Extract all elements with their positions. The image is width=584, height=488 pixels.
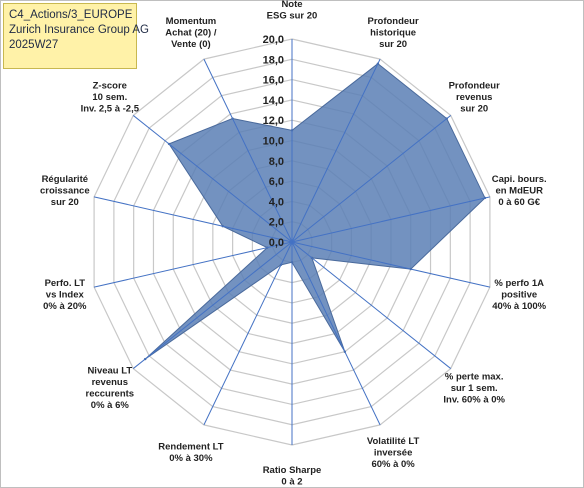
axis-label-line: 40% à 100% [492,301,546,312]
header-line-week: 2025W27 [9,39,59,51]
axis-spoke [291,58,381,243]
axis-label: Perfo. LT vs Index 0% à 20% [43,278,87,312]
axis-label-line: Profondeur [449,81,500,92]
axis-spoke [132,115,293,243]
axis-label-line: Z-score [93,81,127,92]
axis-label: Capi. bours. en MdEUR 0 à 60 G€ [492,174,547,208]
axis-label-line: % perte max. [445,371,504,382]
radar-series [143,62,487,361]
axis-label-line: Inv. 60% à 0% [443,394,505,405]
axis-label: Momentum Achat (20) / Vente (0) [165,16,217,50]
radar-tick-labels: 0,0 2,0 4,0 6,0 8,0 10,0 12,0 14,0 16,0 18,0 20,0 [263,34,284,249]
axis-label-line: croissance [40,186,90,197]
axis-label-line: reccurents [86,389,135,400]
axis-label-line: Momentum [166,16,217,27]
axis-label-line: 10 sem. [92,92,127,103]
axis-label-line: ESG sur 20 [267,10,318,21]
tick-label: 12,0 [263,115,284,127]
axis-label: Volatilité LT inversée 60% à 0% [367,436,420,470]
axis-label: Ratio Sharpe 0 à 2 [263,465,322,488]
axis-label-line: Inv. 2,5 à -2,5 [81,104,140,115]
chart-header-box: C4_Actions/3_EUROPE Zurich Insurance Gro… [3,3,149,69]
axis-spoke [291,241,491,288]
axis-spoke [93,196,293,243]
axis-label-line: vs Index [46,289,85,300]
tick-label: 10,0 [263,136,284,148]
axis-label-line: historique [370,28,416,39]
axis-spoke [291,115,452,243]
axis-spoke [291,241,381,426]
axis-label-line: Ratio Sharpe [263,465,322,476]
axis-label: Niveau LT revenus reccurents 0% à 6% [86,366,135,412]
axis-label-line: positive [501,289,537,300]
tick-label: 4,0 [269,196,284,208]
axis-label-line: Vente (0) [171,39,211,50]
radar-spokes [93,39,491,445]
axis-label-line: Rendement LT [158,442,223,453]
axis-label-line: 0% à 30% [169,453,213,464]
axis-label-line: Profondeur [367,16,418,27]
axis-label: Note ESG sur 20 [267,0,318,21]
tick-label: 18,0 [263,54,284,66]
axis-label-line: inversée [374,447,413,458]
axis-spoke [203,58,293,243]
tick-label: 14,0 [263,95,284,107]
axis-label-line: Capi. bours. [492,174,547,185]
axis-label-line: Note [281,0,302,10]
tick-label: 16,0 [263,75,284,87]
series-area [144,63,486,360]
axis-label-line: sur 20 [460,104,488,115]
axis-label: % perfo 1A positive 40% à 100% [492,278,546,312]
axis-label-line: en MdEUR [495,186,543,197]
tick-label: 8,0 [269,156,284,168]
axis-label: Régularité croissance sur 20 [40,174,90,208]
axis-spoke [291,196,491,243]
axis-label-line: Niveau LT [87,366,132,377]
header-line-category: C4_Actions/3_EUROPE [9,9,133,21]
axis-label: Profondeur revenus sur 20 [449,81,500,115]
axis-label-line: Volatilité LT [367,436,420,447]
axis-label: Rendement LT 0% à 30% [158,442,223,465]
axis-label-line: 0% à 20% [43,301,87,312]
axis-spoke [203,241,293,426]
axis-label-line: 0 à 2 [281,476,302,487]
tick-label: 20,0 [263,34,284,46]
axis-spoke [132,241,293,369]
tick-label: 6,0 [269,176,284,188]
axis-label: Profondeur historique sur 20 [367,16,418,50]
axis-label-line: sur 1 sem. [451,383,498,394]
axis-label-line: Perfo. LT [45,278,86,289]
axis-label-line: Achat (20) / [165,28,217,39]
axis-label-line: sur 20 [379,39,407,50]
header-line-company: Zurich Insurance Group AG [9,24,149,36]
axis-label-line: Régularité [42,174,88,185]
axis-label-line: 0 à 60 G€ [498,197,540,208]
axis-label-line: revenus [92,377,128,388]
axis-label: % perte max. sur 1 sem. Inv. 60% à 0% [443,371,505,405]
tick-label: 2,0 [269,217,284,229]
axis-label-line: sur 20 [51,197,79,208]
axis-spoke [291,241,452,369]
axis-label-line: revenus [456,92,492,103]
axis-label-line: % perfo 1A [494,278,544,289]
axis-label-line: 60% à 0% [371,459,415,470]
axis-label-line: 0% à 6% [91,400,130,411]
axis-label: Z-score 10 sem. Inv. 2,5 à -2,5 [81,81,140,115]
tick-label: 0,0 [269,237,284,249]
axis-spoke [93,241,293,288]
